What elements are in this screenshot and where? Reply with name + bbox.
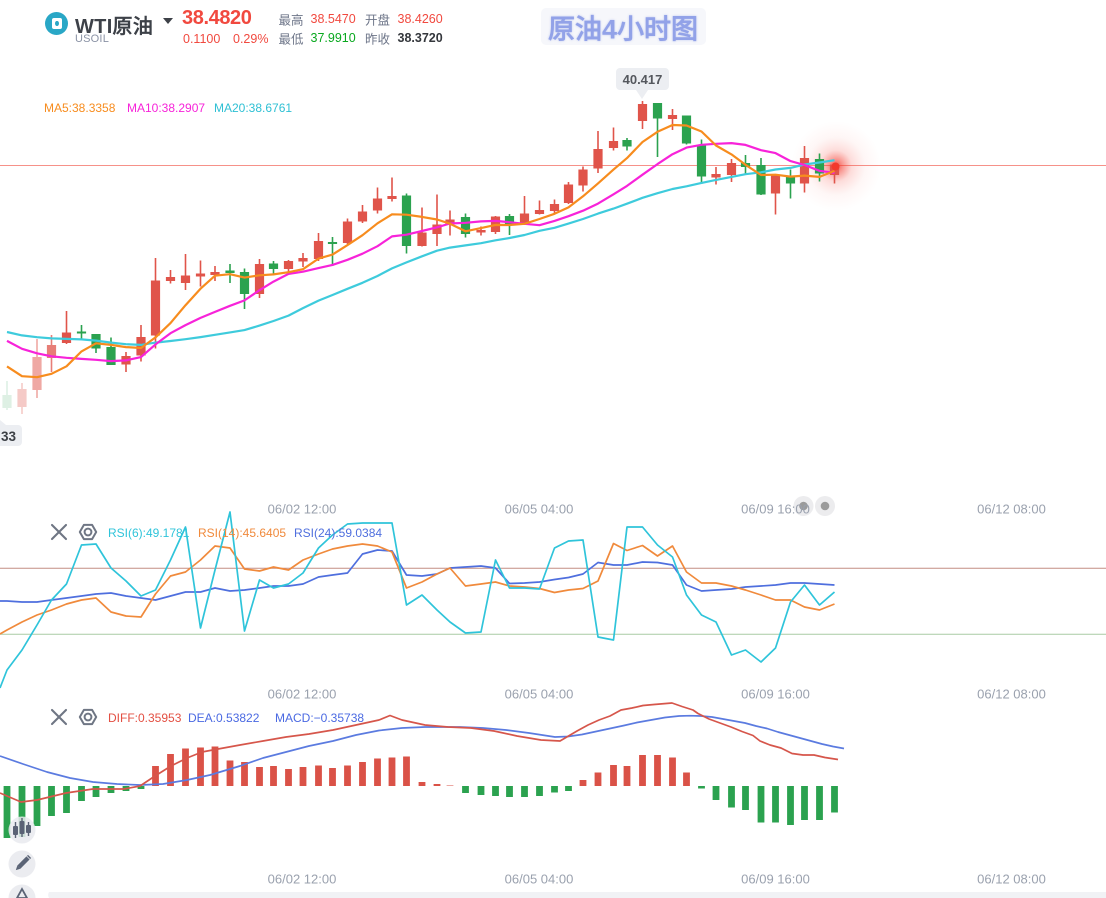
svg-text:33: 33 [1,429,17,444]
svg-text:40.417: 40.417 [623,72,663,87]
